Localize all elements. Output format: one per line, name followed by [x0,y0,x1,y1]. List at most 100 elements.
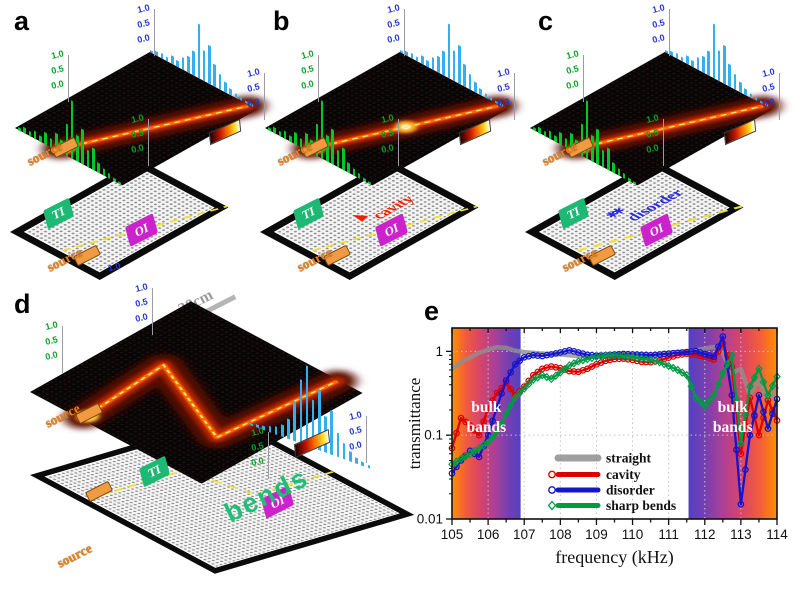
panel-letter: c [538,6,554,36]
axis-tick-label: 1.0 [348,409,363,422]
spectrum-bar [229,87,232,96]
spectrum-bar [585,100,589,160]
axis-3d-ticks: 1.0 0.5 0.0 [486,66,516,120]
spectrum-bar [97,161,100,174]
axis-tick-label: 1.0 [50,48,65,61]
spectrum-bar [591,134,594,163]
axis-tick-label: 1.0 [250,425,265,438]
spectrum-bar [468,73,472,90]
spectrum-bar [675,52,679,59]
spectrum-bar [701,55,705,74]
spectrum-bar [543,130,547,137]
axis-3d-line [62,326,63,373]
svg-text:112: 112 [694,527,716,542]
spectrum-bar [331,128,334,166]
spectrum-bar [86,149,90,168]
spectrum-bar [107,173,111,180]
axis-tick-label: 1.0 [300,48,315,61]
axis-tick-label: 0.0 [300,78,315,91]
axis-3d-line [779,73,780,120]
spectrum-bar [717,50,721,82]
x-axis-label: frequency (kHz) [555,547,673,568]
axis-tick-label: 0.0 [348,439,363,452]
spectrum-bar [728,64,731,88]
spectrum-bar [442,50,445,76]
spectrum-bar [452,50,456,82]
spectrum-bar [686,55,689,65]
axis-tick-label: 1.0 [496,66,511,79]
spectrum-bar [293,400,296,442]
spectrum-bar [39,135,42,143]
spectrum-bar [612,161,615,174]
axis-3d-ticks: 1.0 0.5 0.0 [376,2,406,56]
panel-letter: a [14,6,30,36]
axis-3d-line [268,432,269,479]
source-label: source [54,540,95,571]
axis-3d-ticks: 1.0 0.5 0.0 [34,319,64,373]
spectrum-bar [696,56,700,71]
axis-tick-label: 1.0 [246,66,261,79]
axis-3d-ticks: 1.0 0.5 0.0 [338,409,368,463]
svg-text:105: 105 [441,527,464,542]
axis-tick-label: 0.0 [386,32,401,45]
axis-3d-ticks: 1.0 0.5 0.0 [236,66,266,120]
spectrum-bar [601,149,605,168]
svg-text:111: 111 [658,527,679,542]
axis-3d-line [669,9,670,56]
axis-tick-label: 1.0 [44,319,59,332]
axis-tick-label: 1.0 [380,112,395,125]
spectrum-bar [341,147,345,171]
axis-tick-label: 0.5 [130,127,145,140]
svg-text:110: 110 [622,527,644,542]
axis-tick-label: 0.0 [246,96,261,109]
axis-3d-line [68,55,69,102]
axis-3d-ticks: 1.0 0.5 0.0 [641,2,671,56]
spectrum-bar [352,167,356,177]
spectrum-bar [361,461,364,467]
spectrum-bar [102,167,106,177]
spectrum-bar [186,55,190,74]
axis-3d-line [663,119,664,166]
spectrum-bar [410,52,414,59]
spectrum-bar [426,59,429,68]
spectrum-bar [538,127,541,135]
svg-text:0.1: 0.1 [424,428,443,443]
spectrum-bar [554,135,557,143]
axis-tick-label: 0.5 [134,296,149,309]
spectrum-bar [192,50,195,76]
axis-tick-label: 0.0 [496,96,511,109]
spectrum-bar [278,130,282,137]
axis-tick-label: 0.0 [136,32,151,45]
axis-tick-label: 1.0 [565,48,580,61]
axis-3d-ticks: 1.0 0.5 0.0 [370,112,400,166]
axis-tick-label: 0.5 [136,17,151,30]
spectrum-bar [712,23,716,79]
spectrum-bar [165,56,169,62]
axis-tick-label: 0.5 [565,63,580,76]
svg-text:106: 106 [477,527,500,542]
spectrum-bar [23,127,26,135]
svg-text:108: 108 [549,527,572,542]
panel-d: d 20cm source source T [0,281,430,599]
spectrum-bar [533,126,536,132]
svg-text:107: 107 [513,527,536,542]
spectrum-bar [330,410,334,456]
legend-label: cavity [606,467,641,482]
axis-tick-label: 1.0 [645,112,660,125]
spectrum-bar [336,149,340,168]
axis-tick-label: 0.0 [50,78,65,91]
spectrum-bar [606,147,610,171]
axis-tick-label: 1.0 [761,66,776,79]
spectrum-bar [18,126,21,132]
panel-c: c ✱✱ disorder source source TI [515,0,800,290]
spectrum-bar [273,127,276,135]
spectrum-bar [305,365,309,447]
axis-tick-label: 0.0 [380,142,395,155]
spectrum-bar [367,464,371,469]
axis-3d-ticks: 1.0 0.5 0.0 [555,48,585,102]
axis-tick-label: 1.0 [386,2,401,15]
spectrum-bar [670,51,673,57]
spectrum-bar [176,59,179,68]
spectrum-bar [268,126,271,132]
axis-tick-label: 0.5 [246,81,261,94]
